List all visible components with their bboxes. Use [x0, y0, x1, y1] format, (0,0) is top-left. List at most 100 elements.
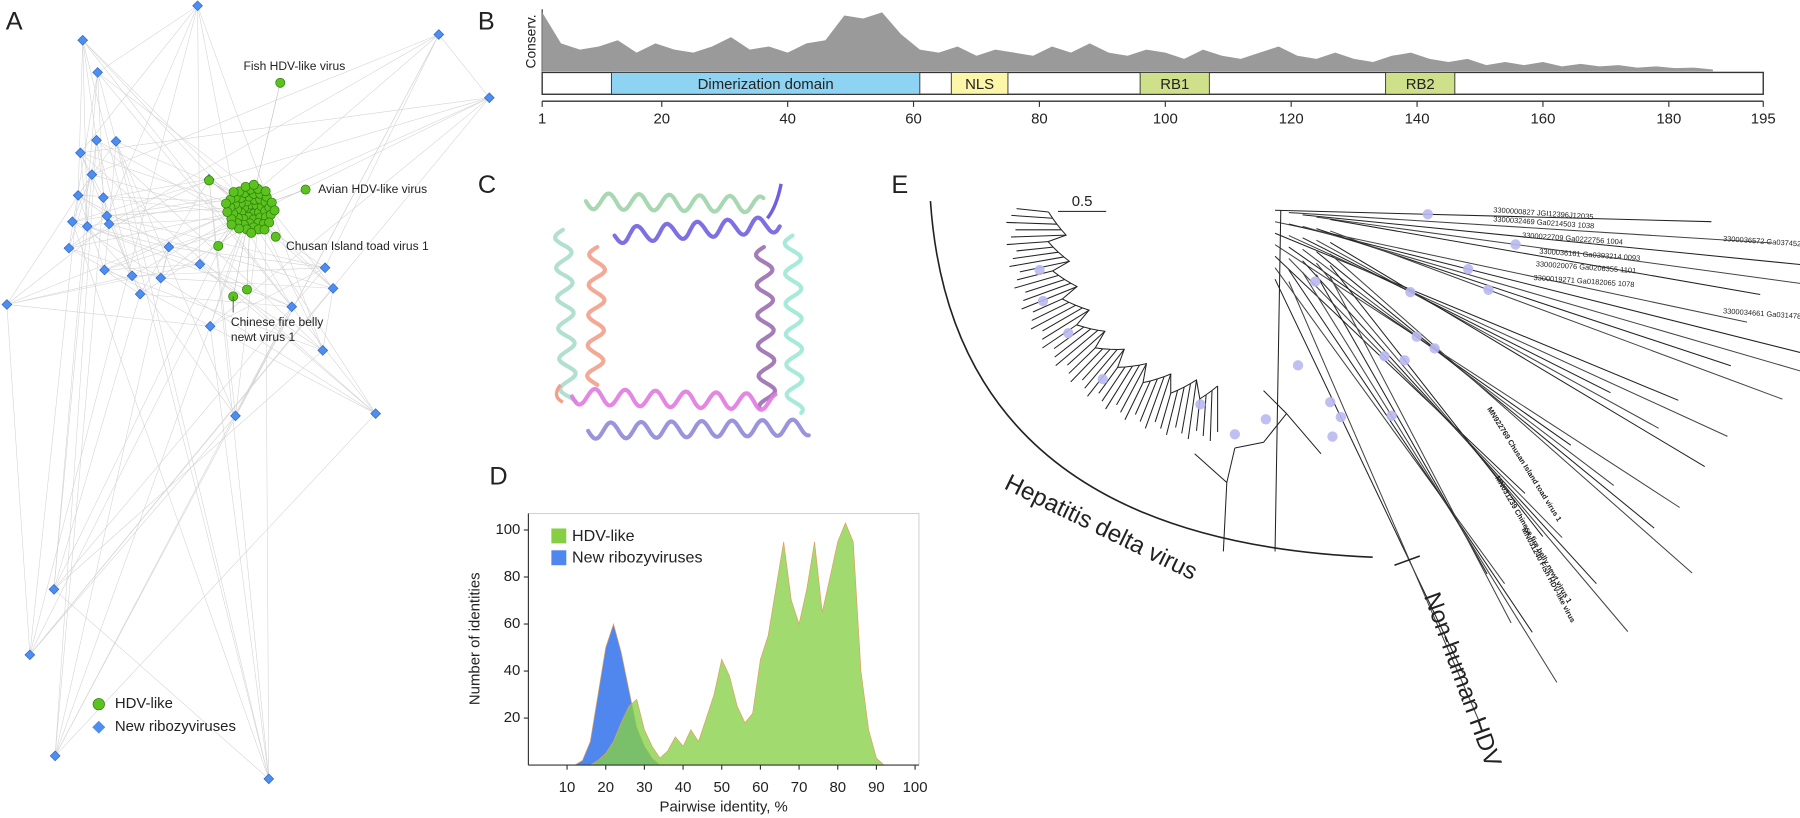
identity-area	[567, 522, 892, 766]
edge	[6, 304, 31, 655]
panel-d: 20 40 60 80 100 10 20 30 40 50 60 70 80 90 100 Pairwise…	[466, 513, 928, 816]
x-tick-label: 70	[791, 779, 808, 796]
node-ribozyvirus	[49, 750, 61, 762]
edge	[87, 196, 243, 227]
clade-bracket	[929, 201, 1373, 558]
legend-label: New ribozyviruses	[115, 718, 236, 735]
helix	[569, 386, 778, 412]
edge	[29, 5, 198, 655]
node-hdv-like	[221, 198, 231, 209]
node-support	[1292, 360, 1304, 371]
y-axis-label: Conserv.	[523, 14, 538, 68]
domain	[610, 71, 921, 95]
edge	[77, 40, 83, 196]
edge	[210, 267, 326, 327]
node-ribozyvirus	[370, 408, 381, 419]
x-tick-label: 195	[1751, 110, 1776, 127]
edge	[68, 247, 161, 279]
edge	[54, 306, 293, 757]
panel-e: 0.5 Hepatitis delta virus Non-human HDV 330…	[929, 193, 1800, 771]
branch	[1316, 239, 1659, 429]
panel-label: E	[891, 171, 908, 199]
node-annotation: Chusan Island toad virus 1	[286, 239, 429, 253]
branch	[1012, 251, 1059, 260]
edge	[6, 203, 257, 305]
node-ribozyvirus	[92, 67, 103, 78]
edge	[241, 34, 439, 205]
x-tick-label: 40	[779, 110, 796, 127]
edge	[104, 263, 200, 271]
edge	[87, 226, 133, 276]
legend-label: HDV-like	[115, 695, 173, 712]
edge	[80, 152, 376, 414]
node-support	[1510, 239, 1521, 250]
edge	[197, 5, 324, 351]
edge	[87, 226, 169, 248]
edge	[72, 97, 490, 223]
edge	[6, 223, 110, 305]
helix	[782, 233, 805, 415]
edge	[54, 140, 97, 756]
node-ribozyvirus	[204, 320, 216, 332]
edge	[68, 247, 211, 327]
branch	[1274, 210, 1282, 552]
node-ribozyvirus	[319, 262, 331, 274]
panel-a: Fish HDV-like virus Avian HDV-like virus C…	[1, 0, 495, 785]
node-support	[1037, 295, 1049, 307]
edge	[97, 72, 104, 198]
branch	[1006, 241, 1049, 246]
node-hdv-like	[242, 284, 252, 295]
branch	[1030, 304, 1076, 330]
branch	[1288, 235, 1728, 437]
panel-label: B	[478, 8, 495, 36]
branch	[1316, 251, 1655, 529]
y-tick-label: 100	[495, 521, 520, 538]
branch	[1042, 307, 1083, 332]
branch	[1302, 237, 1611, 394]
edge	[53, 350, 323, 590]
x-tick-label: 80	[829, 779, 846, 796]
edge	[104, 221, 259, 271]
node-ribozyvirus	[155, 272, 167, 284]
edge	[54, 34, 440, 757]
edge	[72, 221, 270, 779]
node-support	[1063, 328, 1074, 339]
branch	[1011, 214, 1053, 219]
branches	[1006, 208, 1800, 725]
node-annotation: newt virus 1	[231, 330, 296, 344]
edge	[438, 34, 490, 98]
node-ribozyvirus	[91, 134, 102, 146]
edge	[54, 246, 170, 756]
branch	[1021, 286, 1078, 310]
branch	[1302, 225, 1800, 372]
branch	[1329, 253, 1693, 574]
domain-label: RB1	[1160, 76, 1189, 93]
edge	[208, 179, 270, 779]
node-support	[1483, 284, 1494, 295]
node-ribozyvirus	[75, 147, 86, 159]
node-support	[1422, 209, 1433, 220]
helix	[612, 215, 782, 246]
edge	[68, 215, 108, 249]
panel-label: A	[6, 8, 23, 36]
branch	[1067, 330, 1106, 366]
branch	[1288, 212, 1771, 244]
node-ribozyvirus	[286, 301, 298, 313]
edge	[80, 152, 88, 227]
x-tick-label: 60	[752, 779, 769, 796]
edge	[6, 263, 200, 305]
edge	[322, 288, 334, 351]
domain-label: Dimerization domain	[698, 76, 834, 93]
edge	[197, 5, 201, 265]
node-ribozyvirus	[327, 283, 339, 294]
x-tick-label: 60	[905, 110, 922, 127]
edge	[68, 179, 210, 249]
leaf-label: 3300034661 Ga0314782 0068	[1723, 306, 1800, 322]
node-support	[1386, 410, 1397, 421]
node-ribozyvirus	[72, 189, 84, 201]
domain-label: NLS	[965, 76, 994, 93]
edge	[77, 195, 105, 271]
edge	[29, 415, 236, 656]
node-support	[1097, 373, 1108, 385]
